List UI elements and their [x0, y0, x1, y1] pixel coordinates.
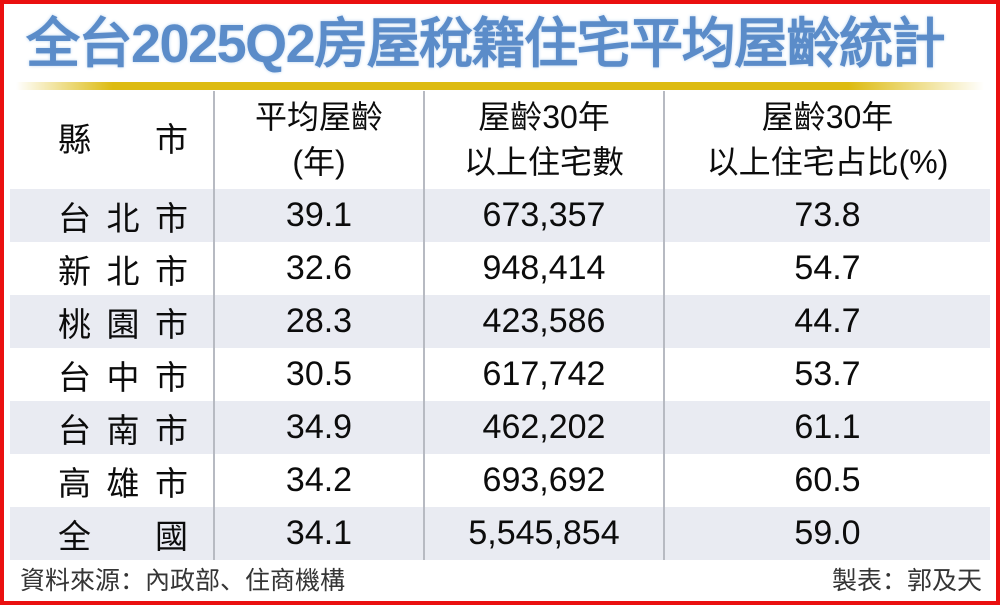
count-cell: 693,692 [425, 454, 665, 507]
region-cell: 全國 [10, 507, 215, 560]
region-cell: 台南市 [10, 401, 215, 454]
count-cell: 462,202 [425, 401, 665, 454]
table-row-taipei: 台北市 39.1 673,357 73.8 [10, 189, 990, 242]
header-ratio-cell: 屋齡30年 以上住宅占比(%) [665, 91, 990, 189]
count-cell: 673,357 [425, 189, 665, 242]
header-age-line2: (年) [292, 144, 346, 180]
footer: 資料來源：內政部、住商機構 製表：郭及天 [4, 560, 996, 597]
count-cell: 617,742 [425, 348, 665, 401]
header-count-line2: 以上住宅數 [463, 144, 624, 180]
ratio-cell: 44.7 [794, 302, 861, 340]
ratio-cell: 73.8 [794, 196, 861, 234]
region-cell: 高雄市 [10, 454, 215, 507]
count-cell: 5,545,854 [425, 507, 665, 560]
avg-age-cell: 32.6 [215, 242, 425, 295]
table-row-kaohsiung: 高雄市 34.2 693,692 60.5 [10, 454, 990, 507]
ratio-cell: 53.7 [794, 355, 861, 393]
avg-age-cell: 34.2 [215, 454, 425, 507]
table-row-national: 全國 34.1 5,545,854 59.0 [10, 507, 990, 560]
region-name: 台中市 [58, 358, 188, 396]
table-row-taichung: 台中市 30.5 617,742 53.7 [10, 348, 990, 401]
header-ratio-line1: 屋齡30年 [761, 98, 894, 135]
table-row-tainan: 台南市 34.9 462,202 61.1 [10, 401, 990, 454]
avg-age-cell: 34.9 [215, 401, 425, 454]
region-cell: 台北市 [10, 189, 215, 242]
count-cell: 948,414 [425, 242, 665, 295]
region-name: 全國 [58, 517, 188, 555]
header-count-cell: 屋齡30年 以上住宅數 [425, 91, 665, 189]
stats-table: 縣市 平均屋齡 (年) 屋齡30年 以上住宅數 屋齡30年 以上住宅占比(%) [10, 91, 990, 560]
header-age-cell: 平均屋齡 (年) [215, 91, 425, 189]
gold-divider [16, 82, 984, 90]
region-name: 桃園市 [58, 305, 188, 343]
header-age-line1: 平均屋齡 [254, 98, 383, 135]
page-title: 全台2025Q2房屋稅籍住宅平均屋齡統計 [26, 14, 946, 74]
avg-age-cell: 39.1 [215, 189, 425, 242]
region-cell: 新北市 [10, 242, 215, 295]
header-city-cell: 縣市 [10, 91, 215, 189]
ratio-cell: 61.1 [794, 408, 861, 446]
table-row-taoyuan: 桃園市 28.3 423,586 44.7 [10, 295, 990, 348]
region-cell: 桃園市 [10, 295, 215, 348]
ratio-cell: 60.5 [794, 461, 861, 499]
count-cell: 423,586 [425, 295, 665, 348]
region-cell: 台中市 [10, 348, 215, 401]
header-city-label: 縣市 [58, 120, 188, 158]
table-row-newtaipei: 新北市 32.6 948,414 54.7 [10, 242, 990, 295]
credit-note: 製表：郭及天 [831, 566, 982, 595]
header-count-line1: 屋齡30年 [478, 98, 610, 135]
table-header-row: 縣市 平均屋齡 (年) 屋齡30年 以上住宅數 屋齡30年 以上住宅占比(%) [10, 91, 990, 189]
ratio-cell: 59.0 [794, 514, 861, 552]
avg-age-cell: 30.5 [215, 348, 425, 401]
region-name: 新北市 [58, 252, 188, 290]
ratio-cell: 54.7 [794, 249, 861, 287]
data-source-note: 資料來源：內政部、住商機構 [20, 566, 346, 595]
header-ratio-line2: 以上住宅占比(%) [706, 144, 949, 180]
region-name: 台北市 [58, 199, 188, 237]
region-name: 高雄市 [58, 464, 188, 502]
avg-age-cell: 34.1 [215, 507, 425, 560]
avg-age-cell: 28.3 [215, 295, 425, 348]
region-name: 台南市 [58, 411, 188, 449]
